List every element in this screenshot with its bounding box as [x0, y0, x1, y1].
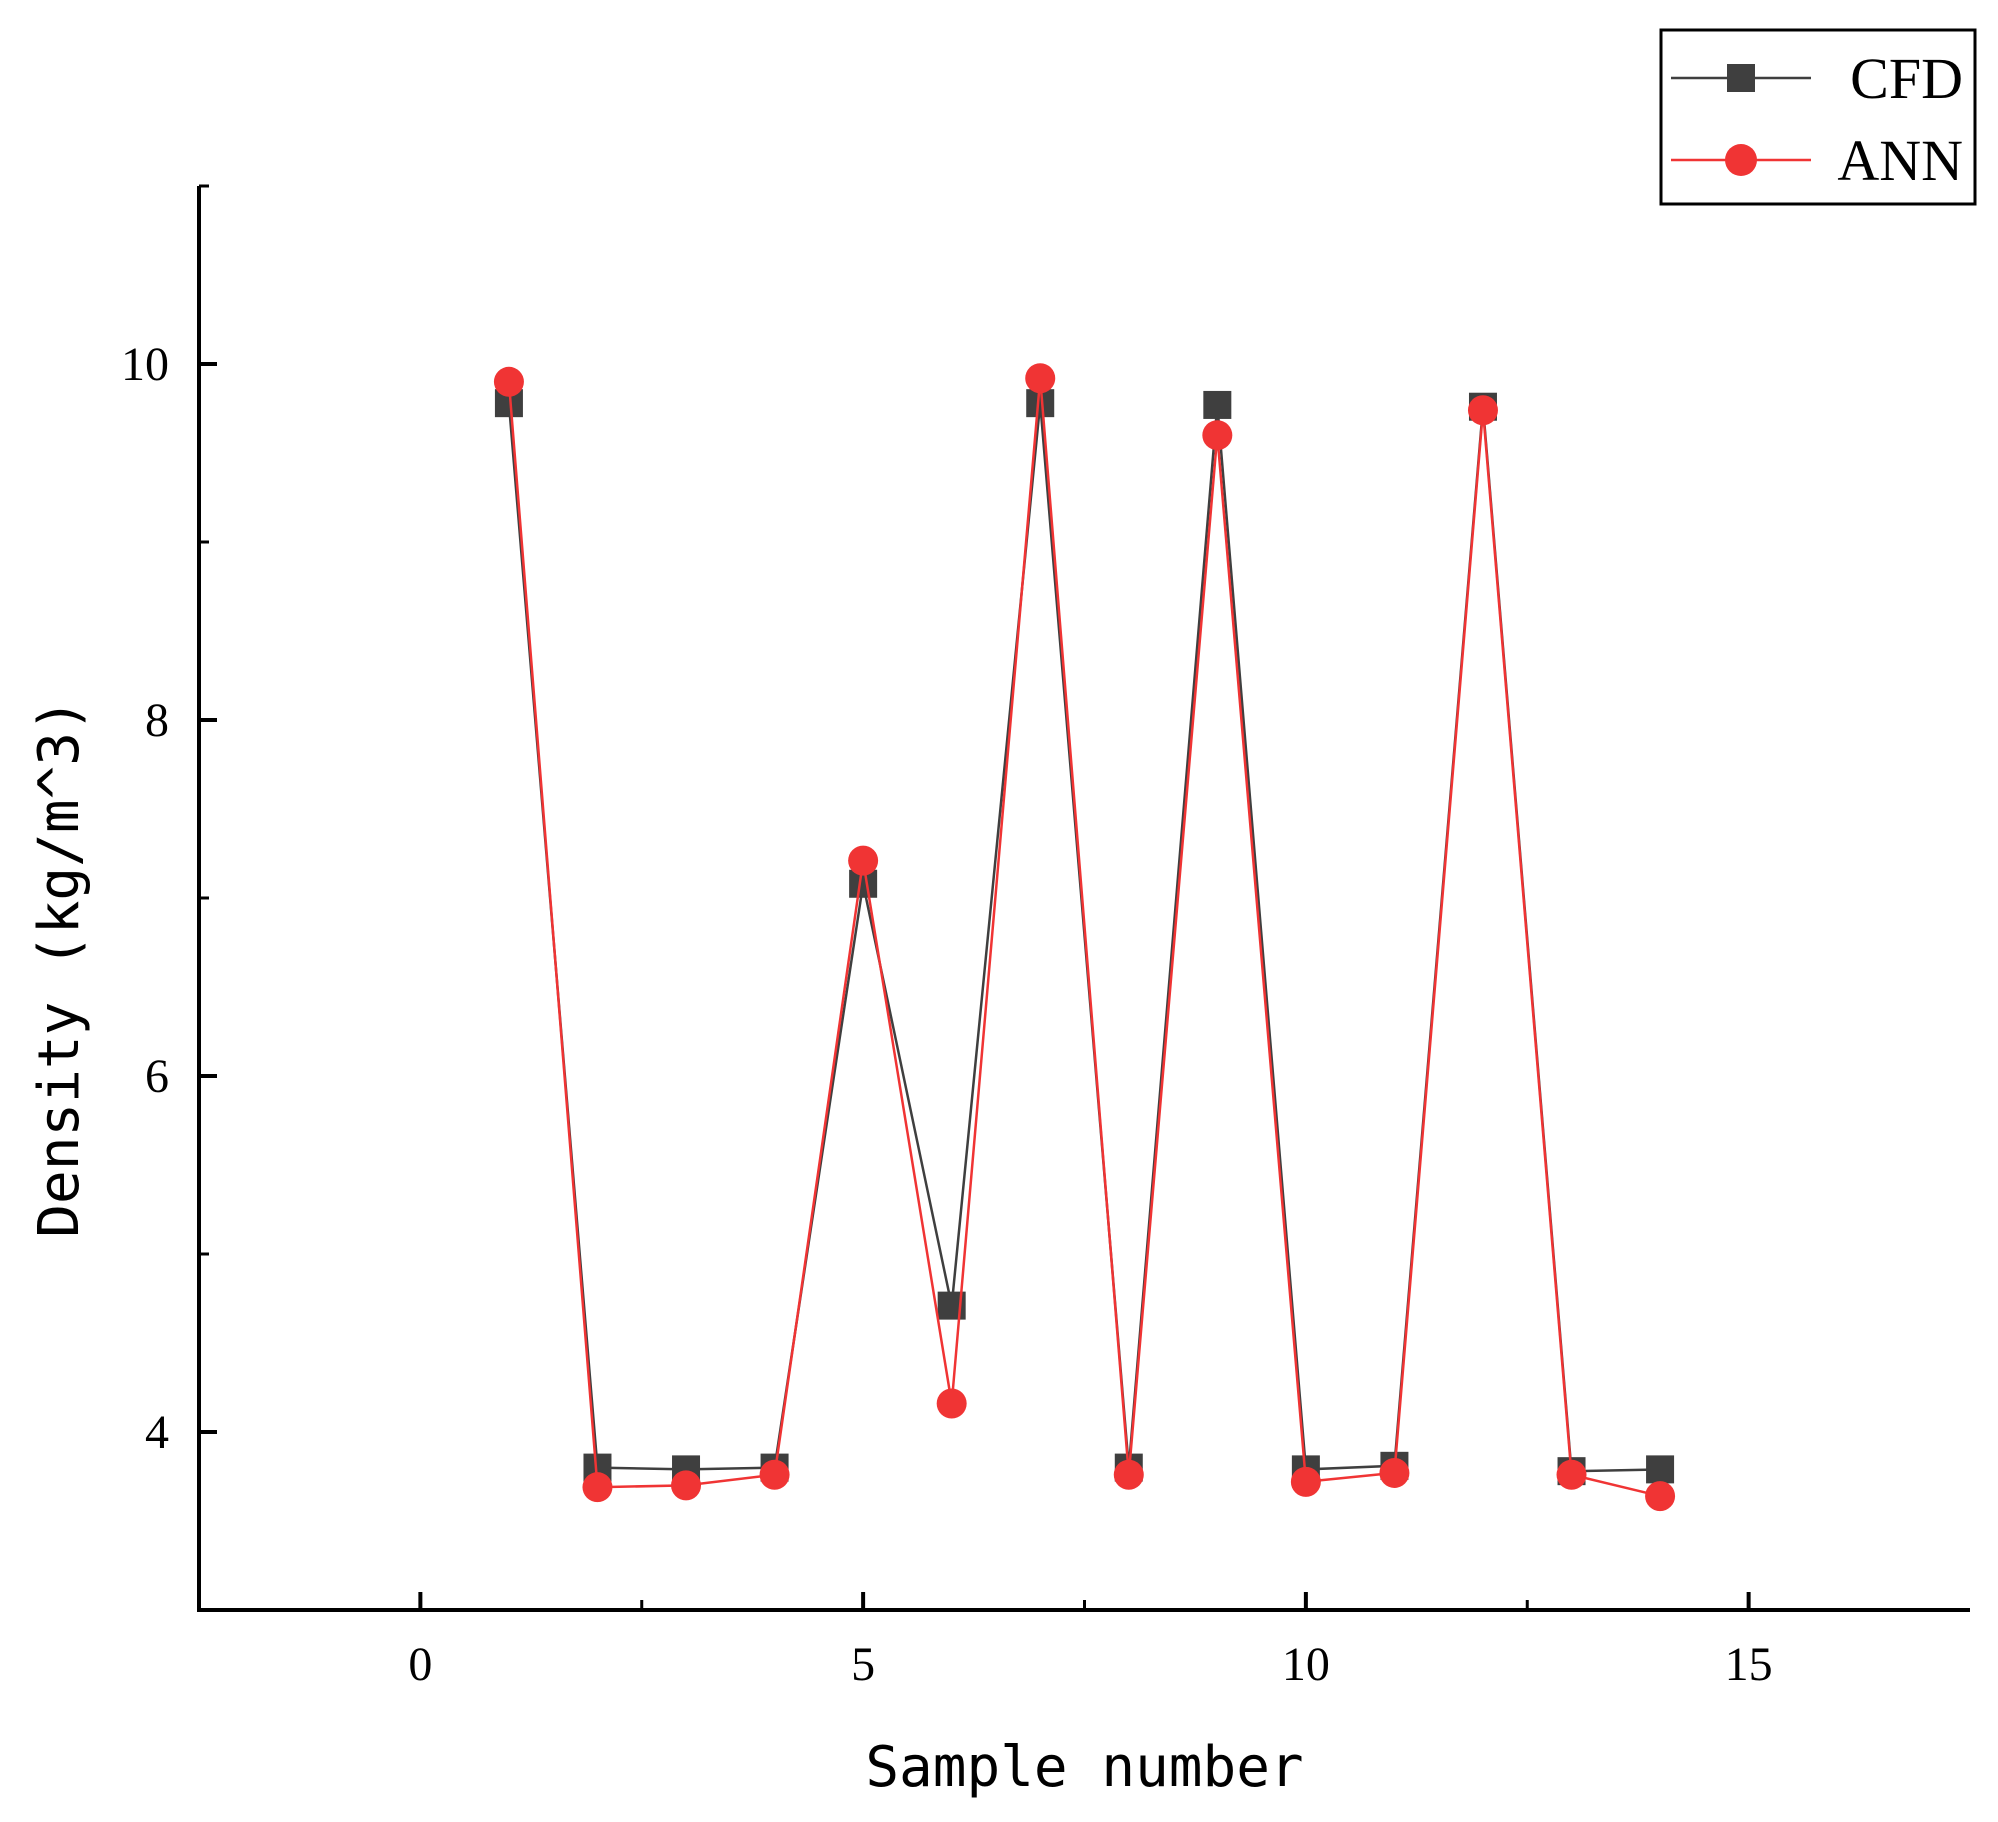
series-layer — [493, 363, 1676, 1512]
data-point-cfd — [1646, 1455, 1675, 1484]
data-point-ann — [759, 1459, 790, 1490]
y-tick-label: 10 — [121, 338, 169, 391]
y-tick-label: 8 — [145, 694, 169, 747]
series-line-ann — [507, 378, 1661, 1498]
data-point-ann — [1379, 1457, 1410, 1488]
y-axis-title: Density (kg/m^3) — [27, 698, 92, 1237]
series-ann — [493, 363, 1676, 1512]
legend-marker-ann — [1725, 144, 1757, 176]
x-tick-label: 15 — [1725, 1638, 1773, 1691]
x-tick-label: 10 — [1282, 1638, 1330, 1691]
x-tick-label: 5 — [851, 1638, 875, 1691]
data-point-ann — [582, 1472, 613, 1503]
x-tick-label: 0 — [408, 1638, 432, 1691]
data-point-ann — [493, 366, 524, 397]
x-axis-title: Sample number — [865, 1735, 1303, 1800]
axes: 4 6 8 10 0 5 10 15 — [121, 184, 1970, 1691]
data-point-ann — [671, 1470, 702, 1501]
data-point-ann — [1556, 1459, 1587, 1490]
data-point-ann — [1467, 395, 1498, 426]
data-point-ann — [1113, 1459, 1144, 1490]
legend-box — [1659, 28, 1977, 206]
data-point-cfd — [1203, 390, 1232, 419]
legend: CFD ANN — [1659, 28, 1977, 206]
data-point-ann — [1202, 420, 1233, 451]
data-point-ann — [848, 845, 879, 876]
legend-label-ann: ANN — [1837, 128, 1963, 193]
y-tick-label: 6 — [145, 1050, 169, 1103]
data-point-ann — [1290, 1466, 1321, 1497]
legend-marker-cfd — [1727, 64, 1755, 92]
data-point-ann — [936, 1388, 967, 1419]
legend-label-cfd: CFD — [1850, 46, 1963, 111]
data-point-ann — [1645, 1481, 1676, 1512]
data-point-ann — [1025, 363, 1056, 394]
y-tick-label: 4 — [145, 1406, 169, 1459]
